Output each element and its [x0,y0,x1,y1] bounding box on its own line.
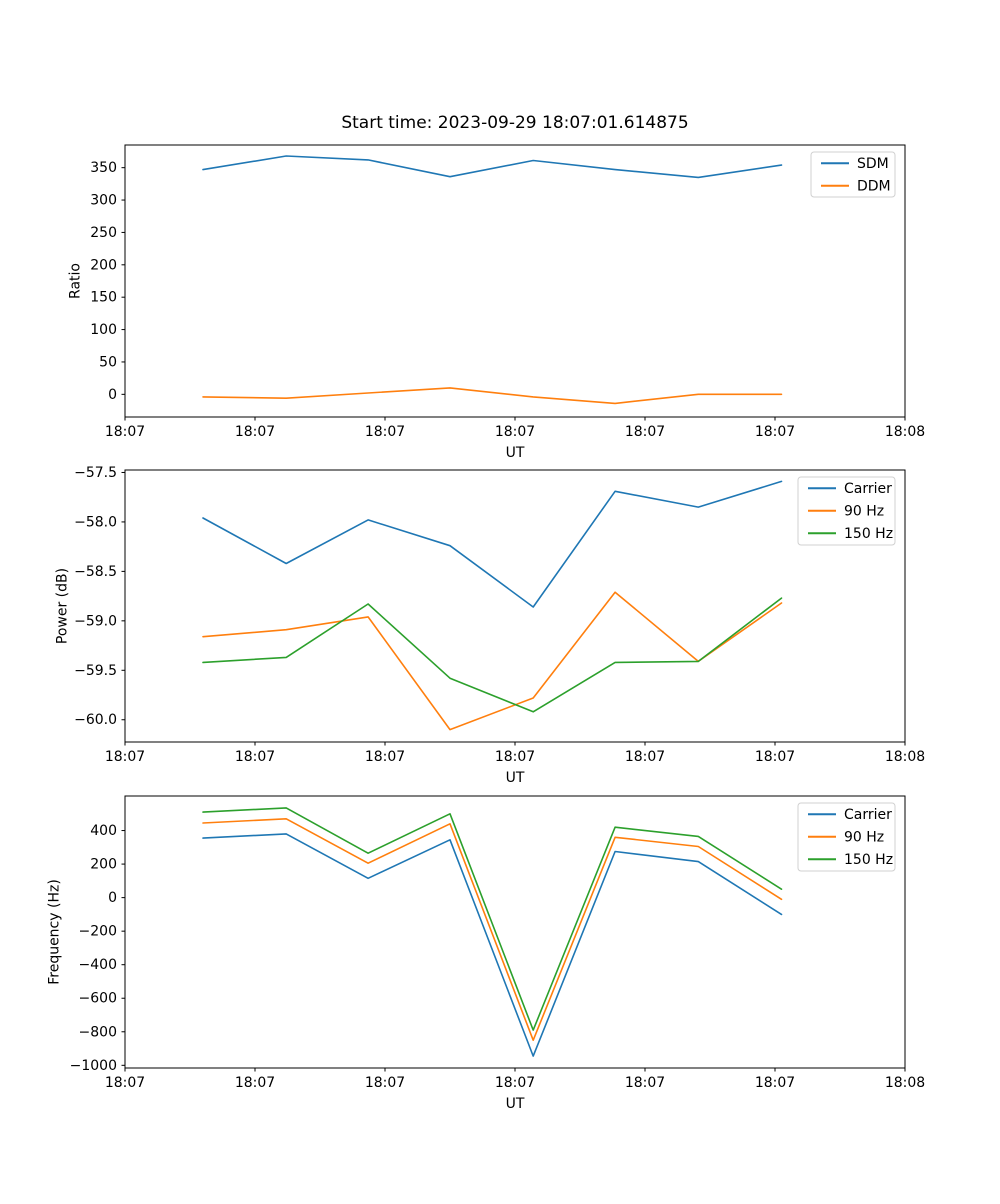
x-tick-label: 18:08 [885,1075,925,1091]
y-tick-label: −200 [79,924,117,940]
power-legend: Carrier 90 Hz 150 Hz [797,476,896,546]
y-tick-label: −800 [79,1024,117,1040]
legend-label-carrier: Carrier [844,481,892,497]
power-line-90-hz [202,591,783,731]
y-tick-label: −58.5 [74,564,117,580]
x-tick-label: 18:07 [365,424,405,440]
x-tick-label: 18:08 [885,424,925,440]
x-tick-label: 18:07 [365,1075,405,1091]
ratio-line-ddm [202,387,783,405]
ratio-xlabel: UT [506,445,525,461]
legend-label-90-hz: 90 Hz [844,503,884,519]
subplot-ratio: 18:07 18:07 18:07 18:07 18:07 18:07 18:08 0 50 10… [68,144,925,461]
y-tick-label: 250 [90,225,117,241]
x-tick-label: 18:07 [105,749,145,765]
y-tick-label: 0 [108,890,117,906]
y-tick-label: −59.0 [74,613,117,629]
plot-frame [124,469,906,743]
power-xlabel: UT [506,770,525,786]
x-tick-label: 18:07 [235,424,275,440]
y-tick-label: −58.0 [74,514,117,530]
legend-box [797,476,896,546]
y-tick-label: −60.0 [74,712,117,728]
x-tick-label: 18:07 [495,749,535,765]
frequency-ylabel: Frequency (Hz) [47,879,63,985]
legend-label-carrier: Carrier [844,807,892,823]
power-line-carrier [202,480,783,608]
ratio-line-sdm [202,155,783,179]
y-tick-label: −1000 [70,1058,117,1074]
y-tick-label: −57.5 [74,465,117,481]
x-tick-label: 18:07 [365,749,405,765]
legend-label-90-hz: 90 Hz [844,829,884,845]
power-ylabel: Power (dB) [55,568,71,644]
x-tick-label: 18:07 [625,749,665,765]
y-tick-label: −600 [79,991,117,1007]
x-tick-label: 18:07 [105,1075,145,1091]
x-tick-label: 18:07 [755,1075,795,1091]
subplot-frequency: 18:07 18:07 18:07 18:07 18:07 18:07 18:08 −1000… [47,795,925,1112]
legend-label-ddm: DDM [857,178,891,194]
x-tick-label: 18:07 [625,424,665,440]
subplot-power: 18:07 18:07 18:07 18:07 18:07 18:07 18:08 −60.0… [55,465,926,786]
power-line-150-hz [202,597,783,713]
frequency-legend: Carrier 90 Hz 150 Hz [797,802,896,872]
x-tick-label: 18:07 [105,424,145,440]
y-tick-label: 300 [90,193,117,209]
legend-label-sdm: SDM [857,156,889,172]
y-tick-label: −59.5 [74,663,117,679]
y-tick-label: −400 [79,957,117,973]
x-tick-label: 18:07 [235,1075,275,1091]
y-tick-label: 150 [90,290,117,306]
frequency-line-150-hz [202,807,783,1031]
frequency-line-90-hz [202,817,783,1041]
plot-frame [124,144,906,418]
legend-label-150-hz: 150 Hz [844,852,893,868]
frequency-xlabel: UT [506,1096,525,1112]
x-tick-label: 18:07 [235,749,275,765]
y-tick-label: 200 [90,257,117,273]
y-tick-label: 0 [108,387,117,403]
plot-frame [124,795,906,1069]
figure-title: Start time: 2023-09-29 18:07:01.614875 [341,113,689,133]
y-tick-label: 200 [90,857,117,873]
x-tick-label: 18:07 [755,749,795,765]
x-tick-label: 18:07 [625,1075,665,1091]
ratio-legend: SDM DDM [810,151,896,198]
x-tick-label: 18:07 [755,424,795,440]
x-tick-label: 18:07 [495,424,535,440]
legend-label-150-hz: 150 Hz [844,526,893,542]
x-tick-label: 18:08 [885,749,925,765]
y-tick-label: 100 [90,322,117,338]
x-tick-label: 18:07 [495,1075,535,1091]
y-tick-label: 350 [90,160,117,176]
y-tick-label: 400 [90,823,117,839]
ratio-ylabel: Ratio [68,263,84,299]
y-tick-label: 50 [99,354,117,370]
frequency-line-carrier [202,833,783,1057]
legend-box [797,802,896,872]
